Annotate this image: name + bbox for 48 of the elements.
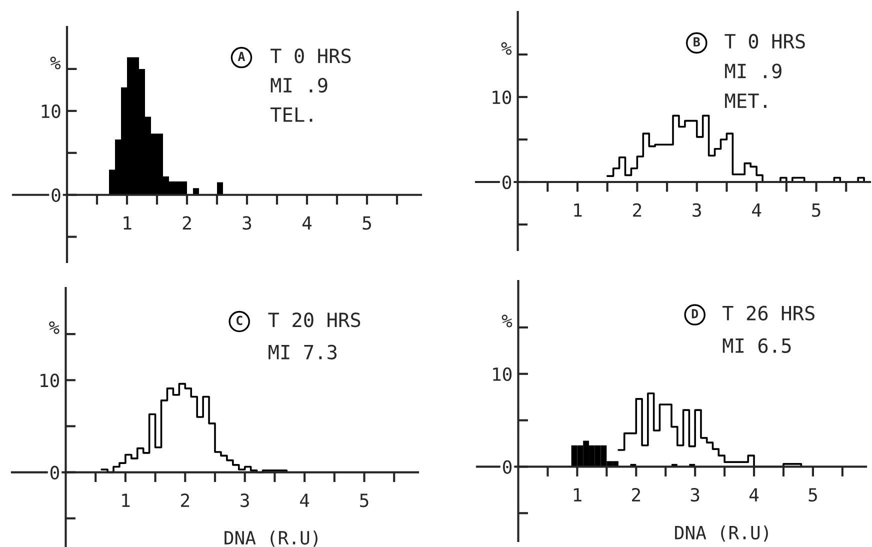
annotation: MI 6.5 <box>722 338 791 353</box>
y-tick-label: 0 <box>50 466 60 480</box>
y-tick-label: 10 <box>492 90 512 104</box>
annotation: T 20 HRS <box>268 312 360 328</box>
x-tick-label: 1 <box>574 488 582 502</box>
x-tick-label: 1 <box>124 216 132 230</box>
x-tick-label: 1 <box>574 203 582 217</box>
annotation: MI .9 <box>270 78 328 93</box>
x-axis-title: DNA (R.U) <box>224 530 318 547</box>
y-tick-label: 10 <box>40 374 60 388</box>
x-tick-label: 4 <box>749 488 759 502</box>
y-axis-title: % <box>50 56 61 70</box>
x-tick-label: 2 <box>633 203 642 217</box>
x-tick-label: 2 <box>632 488 640 502</box>
x-tick-label: 4 <box>302 216 312 230</box>
y-tick-label: 0 <box>502 176 512 190</box>
annotation: C <box>236 316 242 326</box>
y-axis-title: % <box>49 321 60 334</box>
x-tick-label: 4 <box>752 203 762 217</box>
y-tick-label: 0 <box>503 460 512 474</box>
y-axis-title: % <box>502 314 512 328</box>
x-tick-label: 2 <box>181 494 190 507</box>
x-tick-label: 4 <box>300 494 310 507</box>
annotation: A <box>238 52 246 61</box>
annotation: MI 7.3 <box>268 344 337 360</box>
annotation: TEL. <box>270 108 312 122</box>
annotation: MET. <box>725 94 766 108</box>
x-tick-label: 3 <box>690 488 700 502</box>
annotation: B <box>694 37 700 46</box>
x-tick-label: 5 <box>808 488 817 502</box>
x-tick-label: 2 <box>182 216 191 230</box>
x-tick-label: 5 <box>362 216 371 230</box>
x-tick-label: 3 <box>692 203 701 217</box>
y-tick-label: 10 <box>493 367 512 382</box>
x-tick-label: 3 <box>240 494 249 508</box>
y-tick-label: 10 <box>42 104 60 118</box>
x-tick-label: 5 <box>812 203 820 217</box>
x-tick-label: 1 <box>122 494 130 507</box>
annotation: T 0 HRS <box>270 48 351 64</box>
annotation: D <box>692 309 698 318</box>
x-axis-title: DNA (R.U) <box>675 526 768 542</box>
y-axis-title: % <box>501 42 512 55</box>
annotation: MI .9 <box>725 64 782 78</box>
annotation: T 0 HRS <box>724 34 805 49</box>
y-tick-label: 0 <box>52 188 60 202</box>
x-tick-label: 3 <box>242 216 252 230</box>
x-tick-label: 5 <box>360 494 368 508</box>
annotation: T 26 HRS <box>722 306 814 320</box>
